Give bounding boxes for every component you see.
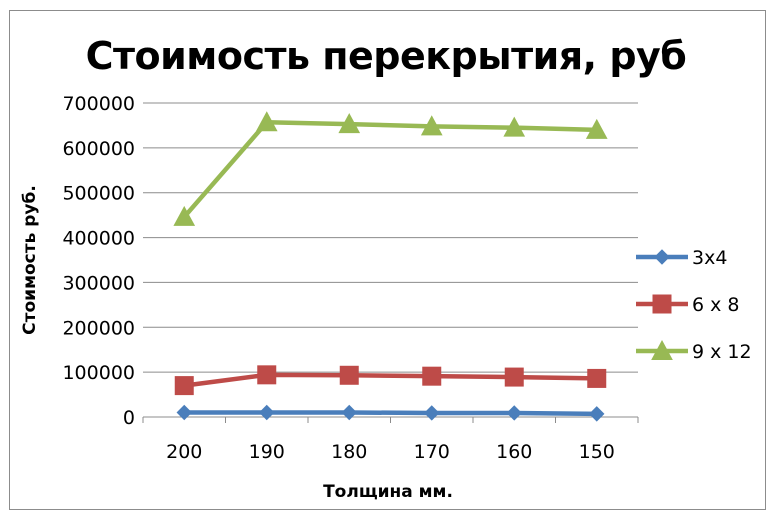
y-tick-label: 0 <box>123 407 135 429</box>
data-point-9x12 <box>255 111 278 132</box>
data-point-6x8 <box>339 365 359 385</box>
data-point-6x8 <box>257 365 277 385</box>
data-point-6x8 <box>587 368 607 388</box>
x-tick-label: 190 <box>249 441 285 463</box>
data-point-9x12 <box>503 116 526 137</box>
legend-label-3x4: 3x4 <box>692 247 727 269</box>
series-line-6x8 <box>183 372 597 388</box>
legend-label-9x12: 9 x 12 <box>692 341 752 363</box>
legend-marker-6x8 <box>652 294 672 314</box>
y-axis-label: Стоимость руб. <box>20 185 40 335</box>
x-tick-label: 200 <box>166 441 202 463</box>
chart-title: Стоимость перекрытия, руб <box>85 34 687 78</box>
y-tick-label: 200000 <box>62 317 135 339</box>
legend-marker-9x12 <box>651 339 673 360</box>
data-point-9x12 <box>420 115 443 136</box>
series-line-3x4 <box>184 410 597 417</box>
y-tick-label: 500000 <box>62 183 135 205</box>
data-point-3x4 <box>341 404 357 421</box>
x-tick-label: 150 <box>579 441 615 463</box>
y-tick-label: 300000 <box>62 272 135 294</box>
y-tick-label: 400000 <box>62 228 135 250</box>
x-tick-label: 160 <box>496 441 532 463</box>
data-point-3x4 <box>424 405 440 421</box>
x-axis-label: Толщина мм. <box>323 482 453 502</box>
x-tick-label: 170 <box>414 441 450 463</box>
y-tick-label: 100000 <box>62 362 135 384</box>
y-tick-label: 600000 <box>62 138 135 160</box>
data-point-3x4 <box>259 404 275 421</box>
y-tick-label: 700000 <box>62 93 135 115</box>
data-point-3x4 <box>176 404 192 421</box>
data-point-6x8 <box>422 366 442 386</box>
legend-label-6x8: 6 x 8 <box>692 294 740 316</box>
series-line-9x12 <box>182 120 597 219</box>
data-point-9x12 <box>585 118 608 139</box>
data-point-3x4 <box>589 406 605 422</box>
data-point-9x12 <box>173 205 196 226</box>
x-tick-label: 180 <box>331 441 367 463</box>
legend-marker-3x4 <box>654 249 670 265</box>
data-point-3x4 <box>506 405 522 421</box>
data-point-9x12 <box>338 113 361 134</box>
data-point-6x8 <box>504 367 524 387</box>
data-point-6x8 <box>174 376 194 396</box>
